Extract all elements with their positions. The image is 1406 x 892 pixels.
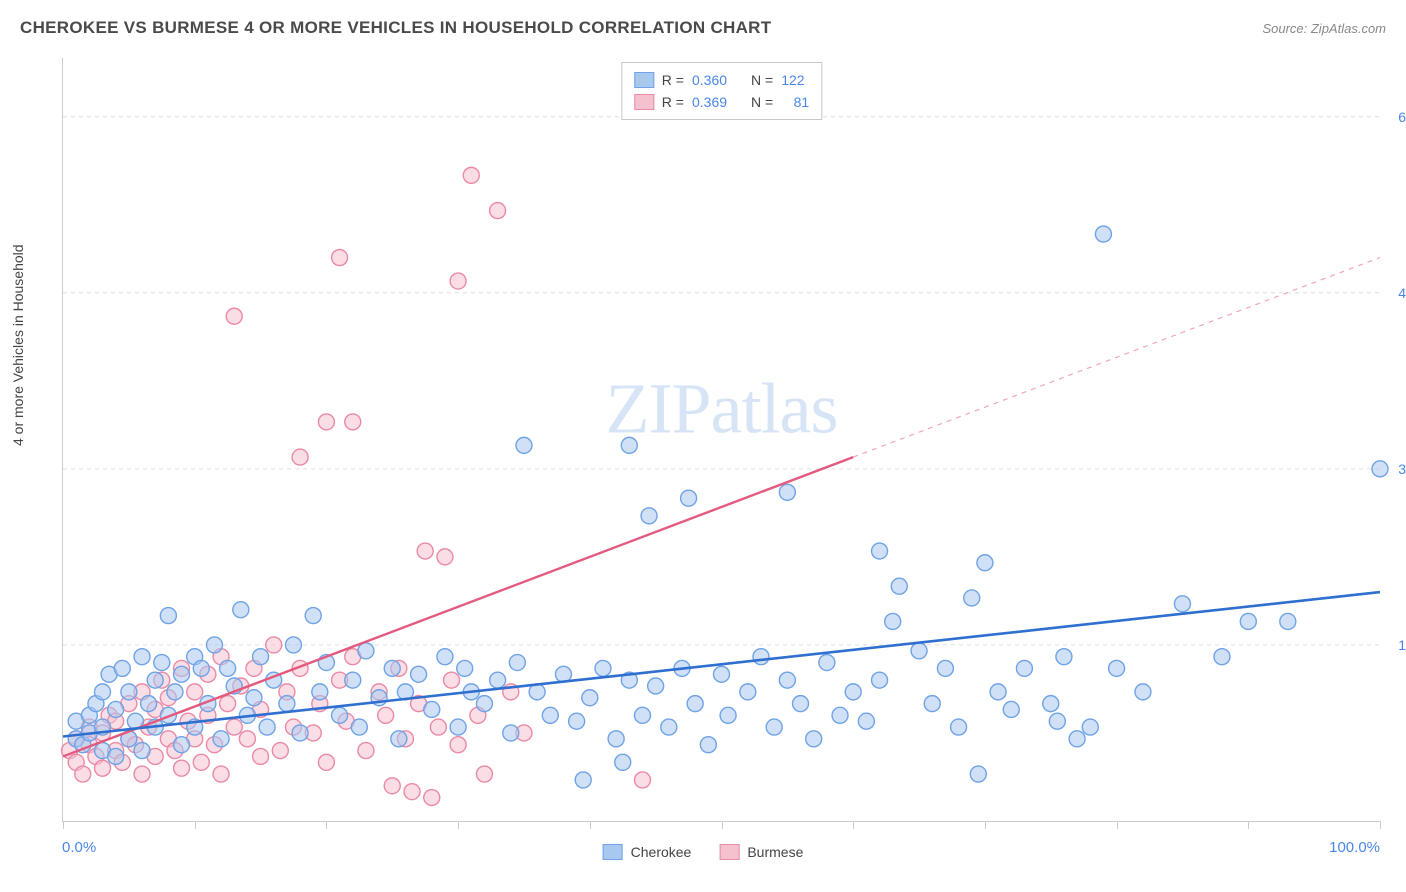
swatch-burmese — [719, 844, 739, 860]
series-legend: Cherokee Burmese — [603, 844, 804, 860]
correlation-legend-row: R = 0.360 N = 122 — [634, 69, 809, 91]
chart-title: CHEROKEE VS BURMESE 4 OR MORE VEHICLES I… — [20, 18, 771, 38]
legend-label-cherokee: Cherokee — [631, 844, 692, 860]
swatch-cherokee — [634, 72, 654, 88]
x-tick — [458, 821, 459, 829]
x-tick — [195, 821, 196, 829]
n-value-cherokee: 122 — [781, 69, 804, 91]
n-label: N = — [751, 69, 773, 91]
legend-item-cherokee: Cherokee — [603, 844, 692, 860]
y-tick-label: 30.0% — [1398, 461, 1406, 477]
swatch-burmese — [634, 94, 654, 110]
y-tick-label: 60.0% — [1398, 109, 1406, 125]
x-tick — [63, 821, 64, 829]
n-label: N = — [751, 91, 773, 113]
y-axis-label: 4 or more Vehicles in Household — [10, 244, 26, 446]
y-tick-label: 45.0% — [1398, 285, 1406, 301]
x-tick — [853, 821, 854, 829]
source-attribution: Source: ZipAtlas.com — [1262, 21, 1386, 36]
chart-plot-area: ZIPatlas R = 0.360 N = 122 R = 0.369 N =… — [62, 58, 1380, 822]
r-label: R = — [662, 69, 684, 91]
legend-label-burmese: Burmese — [747, 844, 803, 860]
r-value-cherokee: 0.360 — [692, 69, 727, 91]
n-value-burmese: 81 — [781, 91, 809, 113]
x-tick — [1248, 821, 1249, 829]
x-tick — [1380, 821, 1381, 829]
x-tick — [985, 821, 986, 829]
r-label: R = — [662, 91, 684, 113]
x-tick — [326, 821, 327, 829]
x-tick — [1117, 821, 1118, 829]
x-tick — [722, 821, 723, 829]
correlation-legend-row: R = 0.369 N = 81 — [634, 91, 809, 113]
swatch-cherokee — [603, 844, 623, 860]
scatter-plot-svg — [63, 58, 1380, 821]
legend-item-burmese: Burmese — [719, 844, 803, 860]
y-tick-label: 15.0% — [1398, 637, 1406, 653]
correlation-legend: R = 0.360 N = 122 R = 0.369 N = 81 — [621, 62, 822, 120]
x-axis-min-label: 0.0% — [62, 839, 96, 856]
x-tick — [590, 821, 591, 829]
r-value-burmese: 0.369 — [692, 91, 727, 113]
x-axis-max-label: 100.0% — [1329, 839, 1380, 856]
